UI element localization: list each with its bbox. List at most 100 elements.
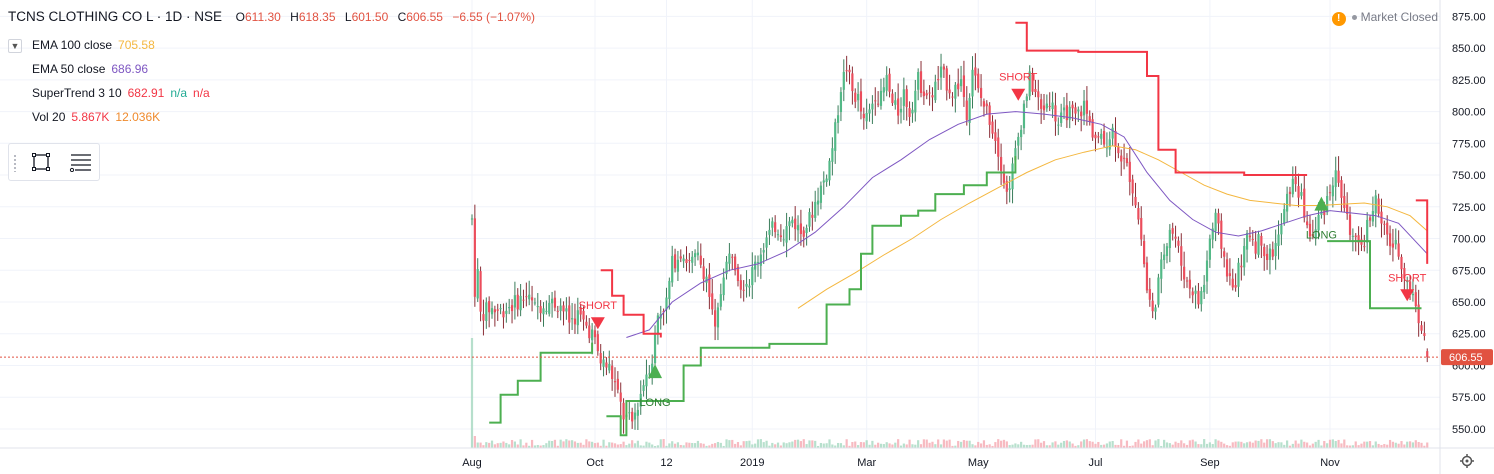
chart-header: TCNS CLOTHING CO L · 1D · NSE O611.30 H6… — [8, 9, 541, 24]
volume-bar — [648, 442, 651, 448]
volume-bar — [1157, 439, 1160, 448]
candle-body — [593, 330, 597, 338]
candle-body — [576, 310, 579, 326]
volume-bar — [739, 445, 742, 448]
volume-bar — [528, 445, 531, 448]
y-axis-ticks: 550.00575.00600.00625.00650.00675.00700.… — [1452, 11, 1486, 436]
volume-bar — [982, 440, 986, 448]
volume-bar — [1294, 440, 1297, 448]
collapse-chevron-icon[interactable]: ▼ — [8, 38, 22, 53]
x-tick-label: 2019 — [740, 457, 764, 469]
candle-body — [937, 78, 940, 81]
candle-body — [1388, 233, 1392, 247]
candle-body — [1303, 188, 1306, 218]
candle-body — [499, 308, 502, 310]
drag-handle-icon[interactable] — [13, 154, 17, 172]
candle-body — [979, 87, 983, 99]
candle-body — [702, 266, 705, 280]
indicator-lines — [489, 21, 1429, 437]
candle-body — [1417, 304, 1420, 324]
volume-bar — [539, 445, 542, 448]
volume-bar — [1051, 442, 1054, 448]
volume-bar — [1143, 441, 1146, 448]
volume-bar — [796, 439, 800, 448]
candle-body — [1400, 256, 1403, 270]
candle-body — [490, 308, 494, 315]
candle-body — [1002, 173, 1006, 183]
candle-body — [1414, 292, 1417, 307]
candle-body — [705, 276, 708, 283]
candle-body — [525, 296, 528, 298]
volume-bar — [988, 444, 991, 448]
candle-body — [1394, 239, 1397, 245]
candle-body — [874, 100, 877, 102]
candle-body — [957, 83, 960, 90]
long-signal-label: LONG — [639, 397, 670, 409]
object-tree-icon[interactable] — [69, 152, 93, 172]
legend-label: Vol 20 — [32, 110, 66, 124]
candle-body — [1234, 285, 1237, 288]
candle-body — [974, 67, 977, 76]
short-arrow-icon — [1400, 289, 1415, 302]
volume-bar — [1326, 443, 1329, 448]
rectangle-select-icon[interactable] — [31, 152, 51, 172]
candle-body — [1205, 260, 1209, 282]
settings-gear-icon[interactable] — [1460, 454, 1474, 468]
x-tick-label: 12 — [660, 457, 672, 469]
volume-bar — [922, 439, 925, 448]
market-status[interactable]: ! Market Closed — [1331, 10, 1438, 26]
volume-bar — [508, 444, 511, 448]
candle-body — [496, 309, 499, 311]
volume-bar — [1128, 445, 1131, 448]
candle-body — [510, 305, 514, 312]
candle-body — [922, 91, 925, 97]
volume-bar — [957, 440, 960, 448]
volume-bar — [565, 439, 568, 448]
close-label: C — [397, 10, 407, 24]
volume-bar — [745, 441, 748, 448]
volume-bar — [1037, 439, 1040, 448]
legend-label: EMA 100 close — [32, 38, 113, 52]
volume-bar — [651, 444, 654, 448]
volume-bar — [857, 445, 860, 448]
candle-body — [1145, 262, 1149, 291]
candle-body — [948, 89, 951, 94]
candle-body — [779, 235, 782, 238]
legend-supertrend[interactable]: SuperTrend 3 10 682.91 n/a n/a — [8, 81, 210, 105]
volume-bar — [591, 441, 594, 448]
volume-bar — [1245, 442, 1249, 448]
candle-body — [1214, 212, 1217, 232]
candle-body — [765, 237, 768, 248]
candle-body — [1045, 103, 1048, 109]
candle-body — [1291, 178, 1294, 195]
volume-bar — [1257, 440, 1260, 448]
legend-ema50[interactable]: EMA 50 close 686.96 — [8, 57, 210, 81]
candle-body — [1065, 105, 1068, 121]
volume-bar — [510, 439, 514, 448]
candle-body — [1062, 107, 1066, 111]
candle-body — [476, 269, 479, 299]
candle-body — [805, 227, 808, 234]
candle-body — [711, 293, 714, 310]
volume-bar — [905, 444, 908, 448]
volume-bar — [1203, 439, 1206, 448]
supertrend-down-line — [1415, 199, 1429, 264]
candle-body — [1294, 176, 1297, 185]
candle-body — [1102, 131, 1106, 145]
legend-volume[interactable]: Vol 20 5.867K 12.036K — [8, 105, 210, 129]
candle-body — [1077, 109, 1080, 112]
legend-ema100[interactable]: ▼ EMA 100 close 705.58 — [8, 33, 210, 57]
candle-body — [622, 402, 625, 420]
candle-body — [1191, 291, 1194, 296]
volume-bar — [685, 442, 688, 448]
volume-bar — [968, 440, 971, 448]
volume-bar — [1082, 439, 1086, 448]
volume-bar — [731, 439, 734, 448]
volume-bar — [785, 443, 788, 448]
volume-bar — [788, 442, 791, 448]
volume-bar — [1220, 441, 1223, 448]
ema50-line — [626, 111, 1428, 338]
volume-bar — [1374, 441, 1377, 448]
volume-bar — [868, 444, 871, 448]
